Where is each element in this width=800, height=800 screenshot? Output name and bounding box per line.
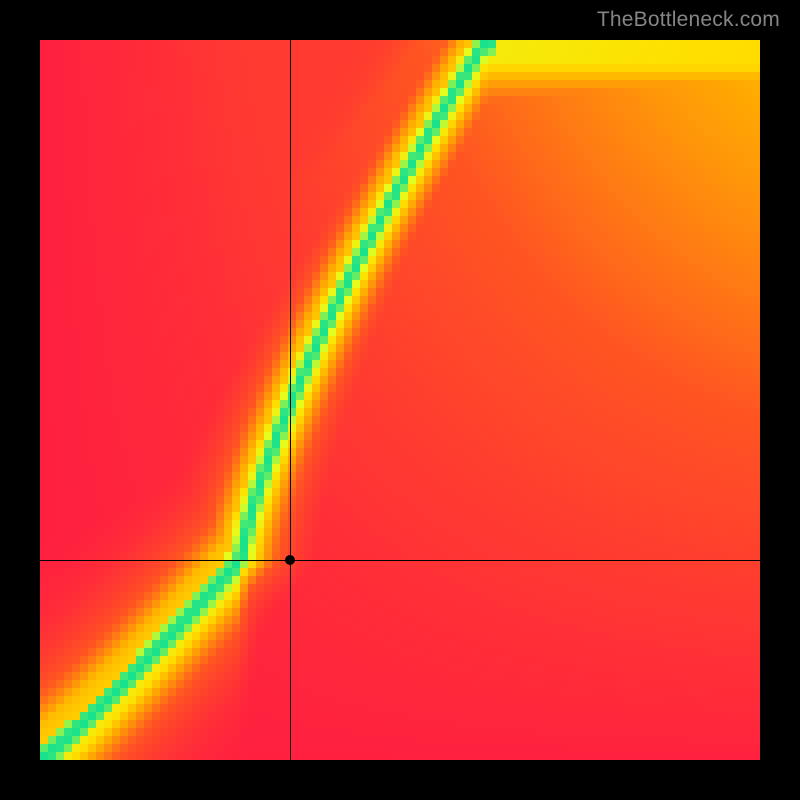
selected-point: [285, 555, 295, 565]
heatmap-plot: [40, 40, 760, 760]
crosshair-vertical: [290, 40, 291, 760]
crosshair-horizontal: [40, 560, 760, 561]
watermark-text: TheBottleneck.com: [597, 8, 780, 32]
heatmap-canvas: [40, 40, 760, 760]
